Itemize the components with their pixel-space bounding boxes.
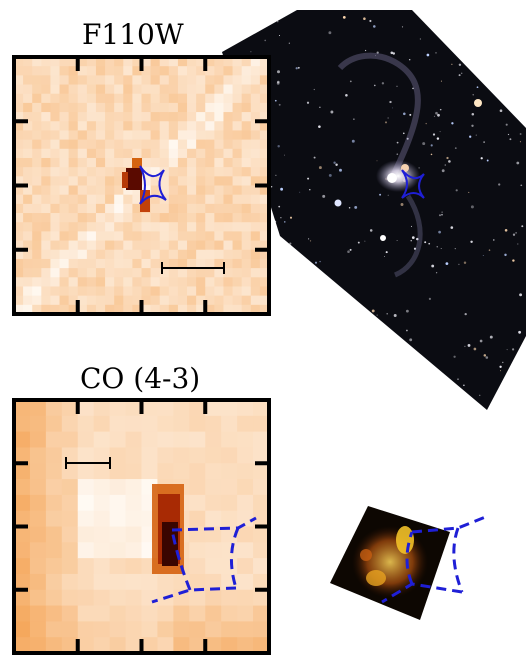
host-galaxy-pair: [376, 160, 420, 192]
galaxy-nucleus: [387, 173, 397, 183]
top-panel-title: F110W: [82, 18, 184, 51]
f110w-bright-source: [126, 168, 142, 190]
bottom-panel-title: CO (4-3): [80, 362, 201, 395]
co43-image-panel: [12, 398, 271, 655]
critical-curve-f110w: [139, 165, 167, 205]
rotated-inset-image: [330, 506, 489, 620]
f110w-image-panel: [12, 55, 271, 316]
co43-emission-peak: [162, 522, 178, 566]
bright-star: [334, 199, 342, 207]
tidal-tail-south: [393, 194, 423, 278]
f110w-heatmap: [14, 57, 270, 315]
bright-star: [474, 99, 482, 107]
co43-tick-marks: [14, 400, 269, 653]
critical-curve-sky: [401, 169, 425, 199]
critical-curve-co43: [151, 516, 257, 604]
bright-star: [380, 235, 386, 241]
f110w-tick-marks: [14, 57, 269, 314]
co43-heatmap: [14, 400, 270, 654]
critical-curve-inset: [381, 514, 489, 604]
bottom-scale-bar: [65, 457, 111, 469]
tidal-tail-north: [337, 52, 421, 180]
top-scale-bar: [161, 262, 225, 274]
